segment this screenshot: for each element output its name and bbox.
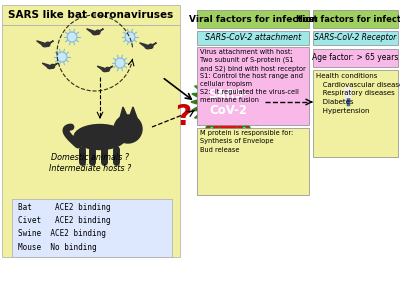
Circle shape [106, 67, 110, 71]
Circle shape [115, 58, 125, 68]
Circle shape [96, 30, 100, 35]
Polygon shape [129, 107, 137, 118]
Polygon shape [140, 43, 146, 47]
FancyBboxPatch shape [313, 31, 398, 45]
Text: Viral factors for infection: Viral factors for infection [188, 14, 318, 24]
FancyBboxPatch shape [2, 25, 180, 257]
FancyBboxPatch shape [2, 5, 180, 25]
Circle shape [57, 52, 67, 62]
FancyBboxPatch shape [197, 31, 309, 45]
Ellipse shape [350, 104, 360, 126]
FancyBboxPatch shape [197, 128, 309, 195]
Text: M protein is responsible for:
Synthesis of Envelope
Bud release: M protein is responsible for: Synthesis … [200, 130, 293, 153]
Circle shape [337, 72, 359, 94]
Text: Host factors for infection: Host factors for infection [296, 14, 400, 24]
Polygon shape [97, 66, 104, 70]
Circle shape [67, 32, 77, 42]
Polygon shape [151, 43, 156, 47]
Text: SARS like bat coronaviruses: SARS like bat coronaviruses [8, 10, 174, 20]
Polygon shape [108, 66, 113, 70]
Text: SARS-CoV-2 attachment: SARS-CoV-2 attachment [205, 34, 301, 42]
Ellipse shape [102, 68, 108, 72]
Polygon shape [191, 65, 265, 139]
Circle shape [46, 42, 50, 46]
Polygon shape [98, 29, 103, 33]
Polygon shape [42, 63, 49, 67]
Polygon shape [37, 41, 44, 45]
FancyBboxPatch shape [313, 10, 398, 28]
Ellipse shape [92, 31, 98, 35]
Polygon shape [86, 29, 94, 33]
FancyBboxPatch shape [313, 70, 398, 157]
FancyBboxPatch shape [12, 199, 172, 257]
FancyBboxPatch shape [345, 84, 351, 94]
Ellipse shape [42, 43, 48, 47]
Ellipse shape [145, 45, 151, 49]
Text: Age factor: > 65 years: Age factor: > 65 years [312, 53, 399, 63]
FancyBboxPatch shape [313, 49, 398, 67]
Polygon shape [53, 63, 58, 67]
Ellipse shape [47, 65, 53, 69]
Circle shape [149, 44, 153, 48]
Polygon shape [48, 41, 54, 45]
Text: Health conditions
   Cardiovascular diseases
   Respiratory diseases
   Diabetes: Health conditions Cardiovascular disease… [316, 73, 400, 114]
Ellipse shape [336, 104, 346, 126]
Text: Domestic animals ?
Intermediate hosts ?: Domestic animals ? Intermediate hosts ? [49, 153, 131, 173]
Ellipse shape [332, 88, 364, 142]
Text: SARS-
CoV-2: SARS- CoV-2 [208, 88, 248, 117]
Circle shape [114, 115, 142, 143]
Text: ?: ? [175, 103, 191, 131]
Text: Virus attachment with host:
Two subunit of S-protein (S1
and S2) bind with host : Virus attachment with host: Two subunit … [200, 49, 306, 102]
Text: SARS-CoV-2 Receptor: SARS-CoV-2 Receptor [314, 34, 397, 42]
FancyBboxPatch shape [197, 47, 309, 125]
Circle shape [51, 64, 54, 68]
Polygon shape [120, 107, 128, 118]
Text: Bat     ACE2 binding
Civet   ACE2 binding
Swine  ACE2 binding
Mouse  No binding: Bat ACE2 binding Civet ACE2 binding Swin… [18, 203, 110, 252]
FancyBboxPatch shape [197, 10, 309, 28]
Ellipse shape [74, 124, 126, 150]
Circle shape [125, 32, 135, 42]
